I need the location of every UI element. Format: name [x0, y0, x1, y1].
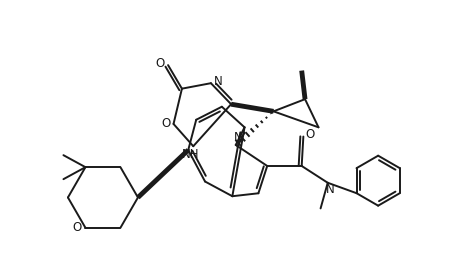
Text: N: N: [213, 75, 222, 88]
Text: O: O: [306, 128, 315, 141]
Text: O: O: [155, 56, 164, 70]
Text: N: N: [234, 131, 243, 144]
Text: O: O: [161, 117, 170, 130]
Text: O: O: [73, 221, 82, 234]
Text: N: N: [326, 183, 335, 196]
Text: NH: NH: [182, 148, 199, 161]
